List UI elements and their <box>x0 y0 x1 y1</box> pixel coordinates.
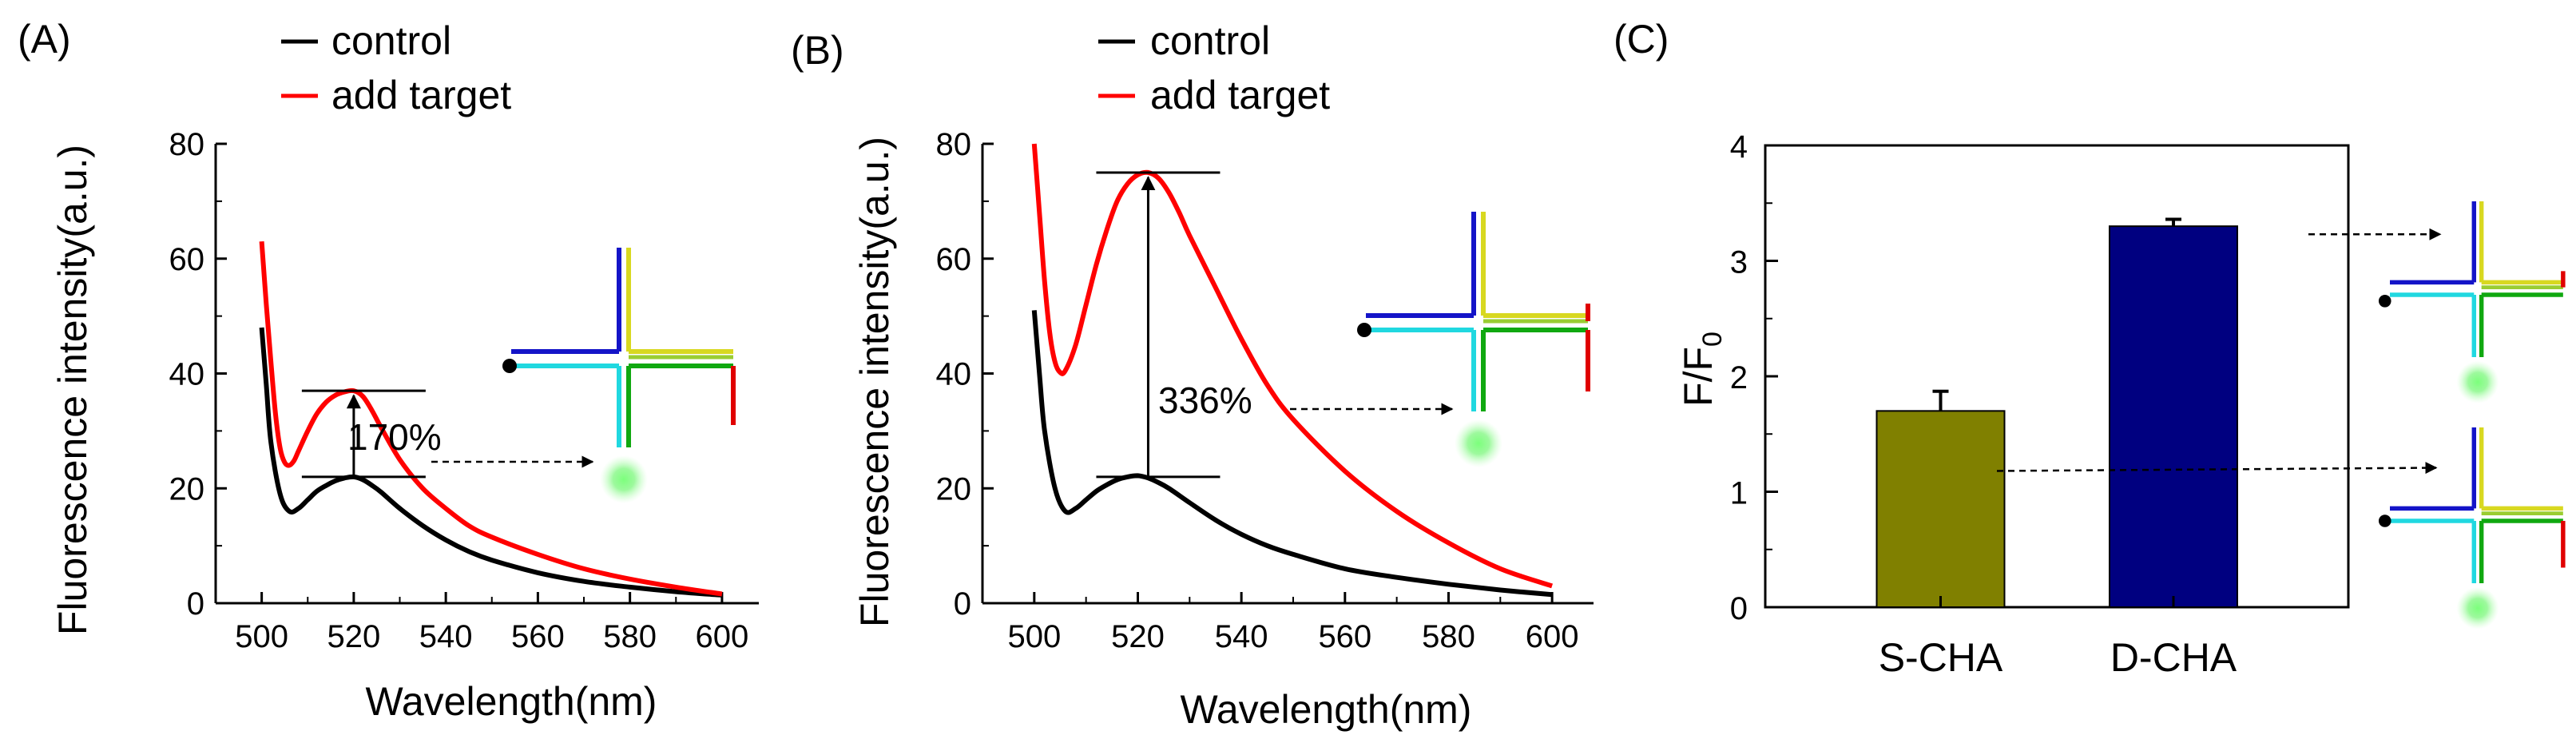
y-tick-label: 1 <box>1730 476 1748 511</box>
svg-text:F/F0: F/F0 <box>1676 332 1728 407</box>
x-tick-label: 520 <box>327 619 381 654</box>
panel-b-y-axis-title: Fluorescence intensity(a.u.) <box>852 137 897 627</box>
y-tick-label: 80 <box>936 127 972 162</box>
y-tick-label: 0 <box>187 586 204 622</box>
x-tick-label: 560 <box>511 619 565 654</box>
bar-d-cha <box>2109 225 2238 608</box>
panel-b-legend: control add target <box>1098 18 1330 117</box>
panel-a-label: (A) <box>18 17 71 62</box>
x-tick-label: 520 <box>1111 619 1165 654</box>
panel-a-y-axis-title: Fluorescence intensity(a.u.) <box>50 145 95 635</box>
panel-c-y-axis-title: F/F0 <box>1676 332 1728 407</box>
y-title-subscript: 0 <box>1697 332 1728 347</box>
panel-b: (B) control add target 0 20 40 60 80 500 520 54… <box>791 18 1594 732</box>
x-tick-label: 600 <box>696 619 749 654</box>
y-tick-label: 0 <box>1730 591 1748 626</box>
panel-a: (A) control add target 0 20 40 60 80 500 520 54… <box>18 17 759 724</box>
y-tick-label: 0 <box>954 586 971 622</box>
y-tick-label: 60 <box>169 242 205 277</box>
panel-b-label: (B) <box>791 28 844 73</box>
y-tick-label: 60 <box>936 242 972 277</box>
x-tick-label: 560 <box>1318 619 1371 654</box>
panel-c-dna-structure-icon-top <box>2378 201 2566 403</box>
y-tick-label: 4 <box>1730 129 1748 165</box>
y-tick-label: 40 <box>169 357 205 392</box>
category-label: D-CHA <box>2110 635 2237 680</box>
y-tick-label: 3 <box>1730 245 1748 280</box>
x-tick-label: 540 <box>419 619 473 654</box>
y-title-main: F/F <box>1676 347 1721 407</box>
y-tick-label: 40 <box>936 357 972 392</box>
panel-a-legend: control add target <box>281 18 511 117</box>
pointer-dashed-arrow-s-cha <box>1996 462 2438 475</box>
panel-b-x-axis-title: Wavelength(nm) <box>1181 687 1472 732</box>
x-tick-label: 580 <box>1422 619 1475 654</box>
legend-control-label: control <box>1150 18 1270 63</box>
x-tick-label: 580 <box>603 619 657 654</box>
plot-frame <box>1764 144 2350 609</box>
series-line-control <box>259 327 723 598</box>
series-line-add-target <box>259 240 723 597</box>
y-tick-label: 2 <box>1730 360 1748 395</box>
y-tick-label: 20 <box>169 471 205 507</box>
panel-c-dna-structure-icon-bottom <box>2378 427 2566 630</box>
x-tick-label: 500 <box>1007 619 1061 654</box>
panel-b-plot: 0 20 40 60 80 500 520 540 560 580 600 <box>936 127 1594 654</box>
panel-c-label: (C) <box>1613 17 1669 62</box>
legend-target-label: add target <box>331 73 511 117</box>
panel-b-increase-label: 336% <box>1158 379 1252 421</box>
y-tick-label: 20 <box>936 471 972 507</box>
panel-a-dna-structure-icon <box>502 248 736 503</box>
x-tick-label: 600 <box>1526 619 1579 654</box>
panel-b-dna-structure-icon <box>1357 212 1590 467</box>
panel-a-x-axis-title: Wavelength(nm) <box>366 679 657 724</box>
panel-a-increase-label: 170% <box>347 416 442 458</box>
y-tick-label: 80 <box>169 127 205 162</box>
legend-control-label: control <box>331 18 451 63</box>
bar-s-cha <box>1875 410 2006 608</box>
panel-a-plot: 0 20 40 60 80 500 520 540 560 580 600 <box>169 127 759 654</box>
legend-target-label: add target <box>1150 73 1330 117</box>
panel-c-plot: 0 1 2 3 4 S-CHA D-CHA <box>1730 129 2442 680</box>
x-tick-label: 540 <box>1215 619 1268 654</box>
x-tick-label: 500 <box>235 619 288 654</box>
category-label: S-CHA <box>1879 635 2003 680</box>
